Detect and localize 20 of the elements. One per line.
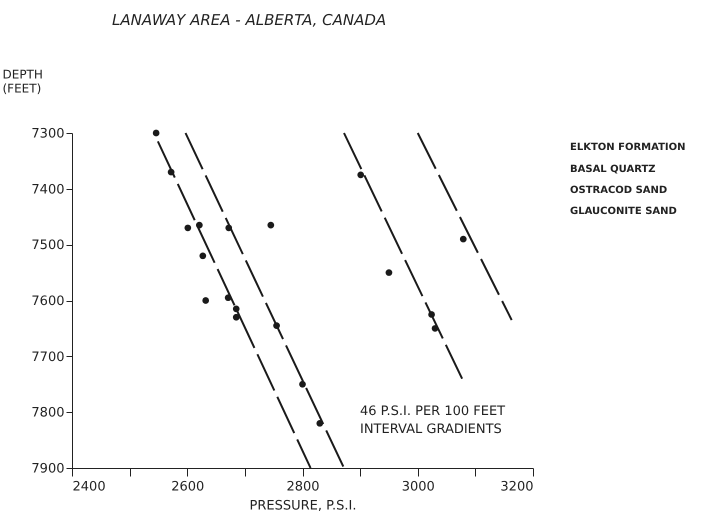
x-axis-title: PRESSURE, P.S.I.: [250, 498, 356, 514]
x-tick-label: 2600: [171, 480, 204, 494]
x-tick-label: 2800: [286, 480, 320, 494]
y-tick-label: 7500: [31, 238, 64, 254]
y-tick-label: 7300: [31, 126, 64, 142]
y-axis-title: DEPTH (FEET): [2, 68, 43, 96]
text: ELKTON FORMATION: [570, 142, 686, 153]
x-tick-label: 3200: [500, 480, 534, 494]
text: GLAUCONITE SAND: [570, 206, 677, 217]
x-tick-label: 3000: [402, 480, 435, 494]
annotation: 46 P.S.I. PER 100 FEET INTERVAL GRADIENTS: [360, 404, 506, 437]
y-tick-label: 7600: [31, 294, 64, 309]
text: OSTRACOD SAND: [570, 185, 668, 196]
y-tick-label: 7400: [31, 182, 64, 198]
x-tick-label: 2400: [72, 480, 106, 494]
y-tick-label: 7900: [31, 462, 64, 476]
chart-title: LANAWAY AREA - ALBERTA, CANADA: [112, 11, 386, 29]
y-tick-label: 7800: [31, 406, 64, 421]
text: BASAL QUARTZ: [570, 164, 656, 175]
y-tick-label: 7700: [31, 350, 64, 365]
